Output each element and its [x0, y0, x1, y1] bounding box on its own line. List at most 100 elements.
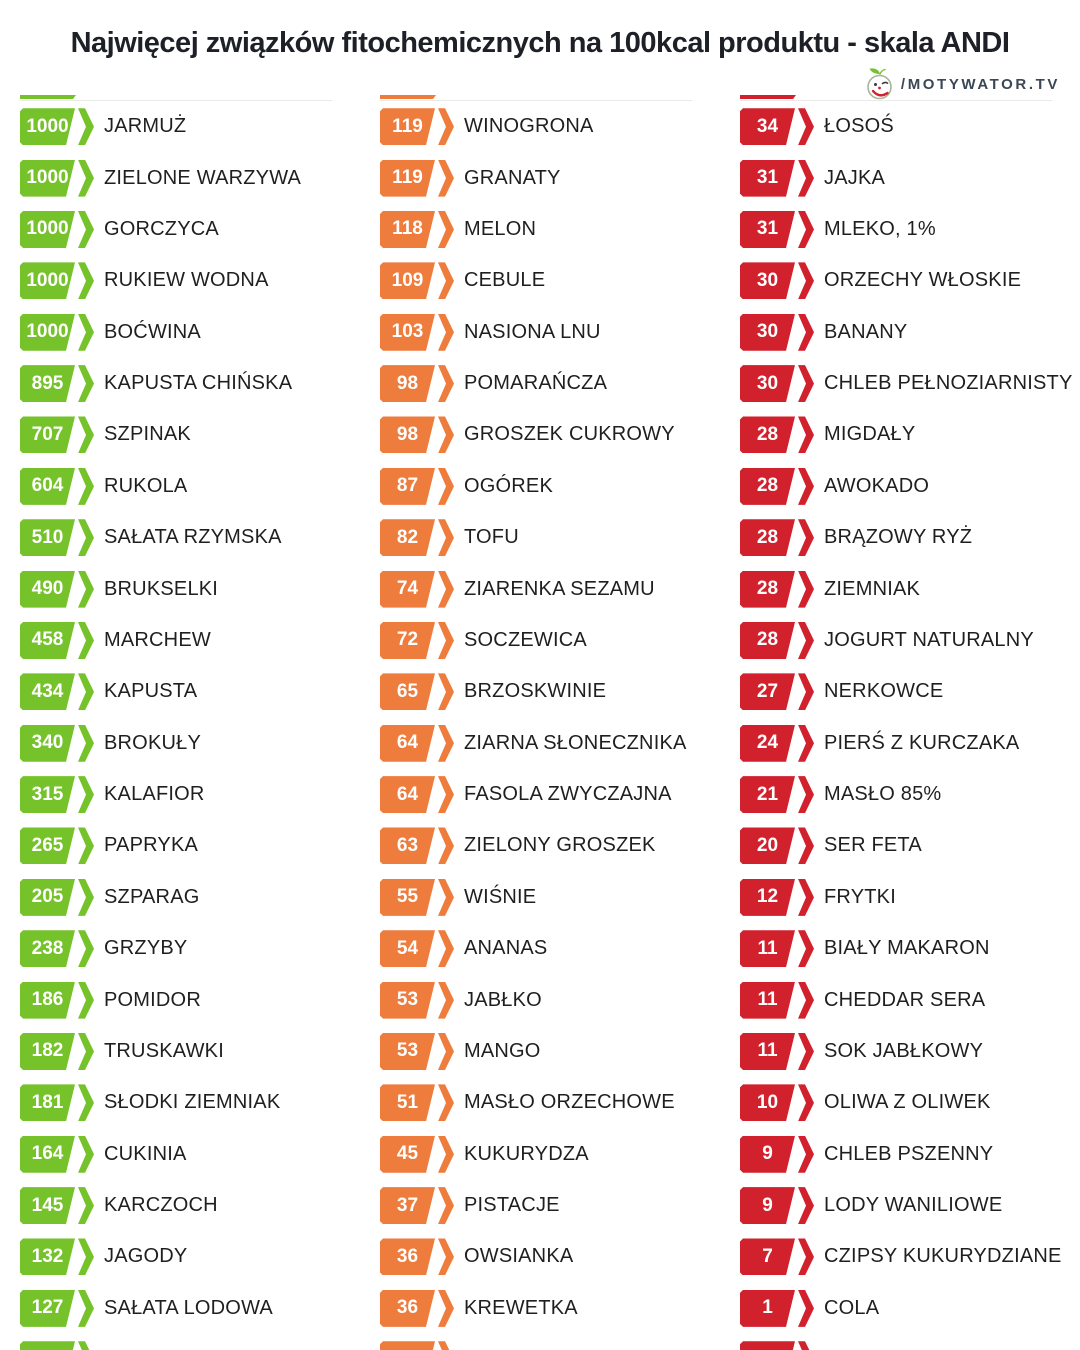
value-badge: 1000 — [20, 159, 94, 197]
item-label: CEBULE — [464, 269, 546, 292]
badge-value: 1 — [740, 1290, 795, 1327]
chevron-right-icon — [438, 365, 454, 403]
value-badge: 458 — [20, 621, 94, 659]
list-item: 1000 BOĆWINA — [20, 307, 362, 358]
badge-sliver — [380, 95, 436, 99]
value-badge: 34 — [740, 108, 814, 146]
chevron-right-icon — [78, 621, 94, 659]
chevron-right-icon — [438, 1238, 454, 1276]
value-badge: 28 — [740, 570, 814, 608]
list-item: 1000 GORCZYCA — [20, 204, 362, 255]
list-item: 490 BRUKSELKI — [20, 563, 362, 614]
chevron-right-icon — [78, 262, 94, 300]
value-badge — [740, 1341, 814, 1350]
badge-value: 24 — [740, 725, 795, 762]
badge-value: 119 — [380, 160, 435, 197]
badge-value — [740, 1341, 795, 1350]
badge-value: 28 — [740, 622, 795, 659]
chevron-right-icon — [798, 210, 814, 248]
badge-value: 10 — [740, 1084, 795, 1121]
value-badge: 1000 — [20, 262, 94, 300]
chevron-right-icon — [78, 1084, 94, 1122]
value-badge: 63 — [380, 827, 454, 865]
value-badge: 895 — [20, 365, 94, 403]
value-badge: 11 — [740, 1032, 814, 1070]
item-label: TRUSKAWKI — [104, 1039, 224, 1062]
item-label: MASŁO 85% — [824, 783, 942, 806]
badge-value: 182 — [20, 1033, 75, 1070]
chevron-right-icon — [798, 159, 814, 197]
list-item: 24 PIERŚ Z KURCZAKA — [740, 718, 1080, 769]
item-label: COLA — [824, 1296, 880, 1319]
value-badge: 604 — [20, 467, 94, 505]
chevron-right-icon — [798, 467, 814, 505]
badge-value: 340 — [20, 725, 75, 762]
list-item: 1 COLA — [740, 1283, 1080, 1334]
list-item: 1000 JARMUŻ — [20, 101, 362, 152]
chevron-right-icon — [78, 878, 94, 916]
chevron-right-icon — [438, 262, 454, 300]
item-label: ZIARNA SŁONECZNIKA — [464, 731, 687, 754]
item-label: ZIELONE WARZYWA — [104, 166, 302, 189]
cropped-row-remnant — [380, 94, 692, 101]
chevron-right-icon — [798, 724, 814, 762]
list-item — [740, 1334, 1080, 1350]
chevron-right-icon — [438, 827, 454, 865]
list-item: 9 CHLEB PSZENNY — [740, 1129, 1080, 1180]
chevron-right-icon — [78, 827, 94, 865]
item-label: KARCZOCH — [104, 1194, 218, 1217]
list-item: 10 OLIWA Z OLIWEK — [740, 1077, 1080, 1128]
item-label: OLIWA Z OLIWEK — [824, 1091, 991, 1114]
item-label: BRĄZOWY RYŻ — [824, 526, 973, 549]
item-label: ORZECHY WŁOSKIE — [824, 269, 1022, 292]
list-item: 181 SŁODKI ZIEMNIAK — [20, 1077, 362, 1128]
value-badge: 127 — [20, 1289, 94, 1327]
badge-value: 164 — [20, 1136, 75, 1173]
value-badge — [380, 1341, 454, 1350]
list-item: 119 WINOGRONA — [380, 101, 722, 152]
chevron-right-icon — [798, 621, 814, 659]
badge-value: 11 — [740, 982, 795, 1019]
item-label: BOĆWINA — [104, 320, 201, 343]
list-item: 11 SOK JABŁKOWY — [740, 1026, 1080, 1077]
badge-value: 1000 — [20, 160, 75, 197]
value-badge: 37 — [380, 1187, 454, 1225]
value-badge: 490 — [20, 570, 94, 608]
badge-value: 510 — [20, 519, 75, 556]
list-item: 72 SOCZEWICA — [380, 615, 722, 666]
chevron-right-icon — [798, 878, 814, 916]
badge-value: 604 — [20, 468, 75, 505]
chevron-right-icon — [798, 1135, 814, 1173]
badge-value: 28 — [740, 571, 795, 608]
list-item: 31 JAJKA — [740, 152, 1080, 203]
item-label: NERKOWCE — [824, 680, 944, 703]
badge-value: 12 — [740, 879, 795, 916]
value-badge: 12 — [740, 878, 814, 916]
badge-value: 51 — [380, 1084, 435, 1121]
badge-value: 31 — [740, 160, 795, 197]
chevron-right-icon — [438, 673, 454, 711]
list-item: 340 BROKUŁY — [20, 718, 362, 769]
value-badge: 1000 — [20, 210, 94, 248]
badge-value: 27 — [740, 673, 795, 710]
item-label: OGÓREK — [464, 474, 553, 497]
badge-value: 98 — [380, 416, 435, 453]
badge-value: 28 — [740, 416, 795, 453]
badge-value: 37 — [380, 1187, 435, 1224]
item-label: JABŁKO — [464, 988, 542, 1011]
badge-value: 205 — [20, 879, 75, 916]
chevron-right-icon — [78, 724, 94, 762]
value-badge: 145 — [20, 1187, 94, 1225]
badge-value: 1000 — [20, 211, 75, 248]
badge-value: 20 — [740, 827, 795, 864]
chevron-right-icon — [798, 1289, 814, 1327]
list-item: 458 MARCHEW — [20, 615, 362, 666]
badge-value: 458 — [20, 622, 75, 659]
item-label: RUKOLA — [104, 474, 188, 497]
value-badge: 30 — [740, 365, 814, 403]
value-badge: 74 — [380, 570, 454, 608]
cropped-row-remnant — [740, 94, 1052, 101]
badge-value: 45 — [380, 1136, 435, 1173]
item-label: SOCZEWICA — [464, 628, 587, 651]
badge-value: 132 — [20, 1238, 75, 1275]
